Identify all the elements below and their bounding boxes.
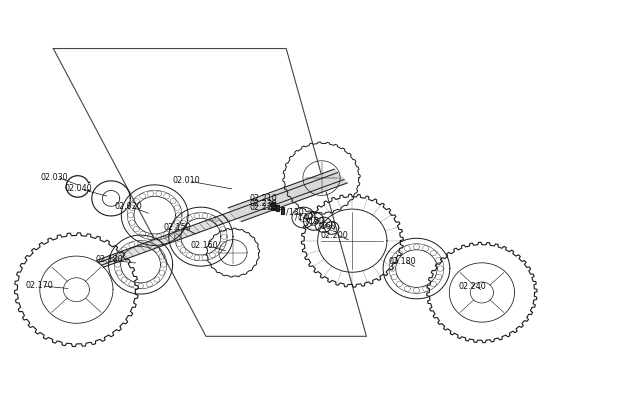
- Bar: [271, 202, 275, 210]
- Text: /140: /140: [294, 212, 312, 221]
- Polygon shape: [99, 257, 116, 265]
- Text: 02.040: 02.040: [65, 184, 93, 193]
- Bar: [276, 205, 280, 211]
- Text: 02.160: 02.160: [190, 241, 218, 250]
- Text: 02.010: 02.010: [173, 176, 200, 185]
- Text: 02.030: 02.030: [41, 173, 68, 182]
- Text: 02.230: 02.230: [249, 199, 277, 208]
- Text: 02.240: 02.240: [459, 282, 487, 291]
- Polygon shape: [228, 169, 347, 222]
- Text: /160: /160: [318, 221, 336, 230]
- Text: /150: /150: [306, 217, 324, 226]
- Bar: [281, 207, 284, 214]
- Text: 02.170: 02.170: [25, 281, 53, 290]
- Polygon shape: [97, 173, 344, 267]
- Text: 02.210: 02.210: [249, 194, 277, 203]
- Text: 02.200: 02.200: [320, 230, 348, 240]
- Text: /130: /130: [285, 208, 303, 216]
- Text: 02.150: 02.150: [163, 223, 191, 232]
- Text: 02.220: 02.220: [249, 203, 278, 212]
- Text: 02.020: 02.020: [115, 202, 143, 211]
- Text: 02.180: 02.180: [96, 255, 123, 264]
- Text: 02.180: 02.180: [388, 257, 416, 266]
